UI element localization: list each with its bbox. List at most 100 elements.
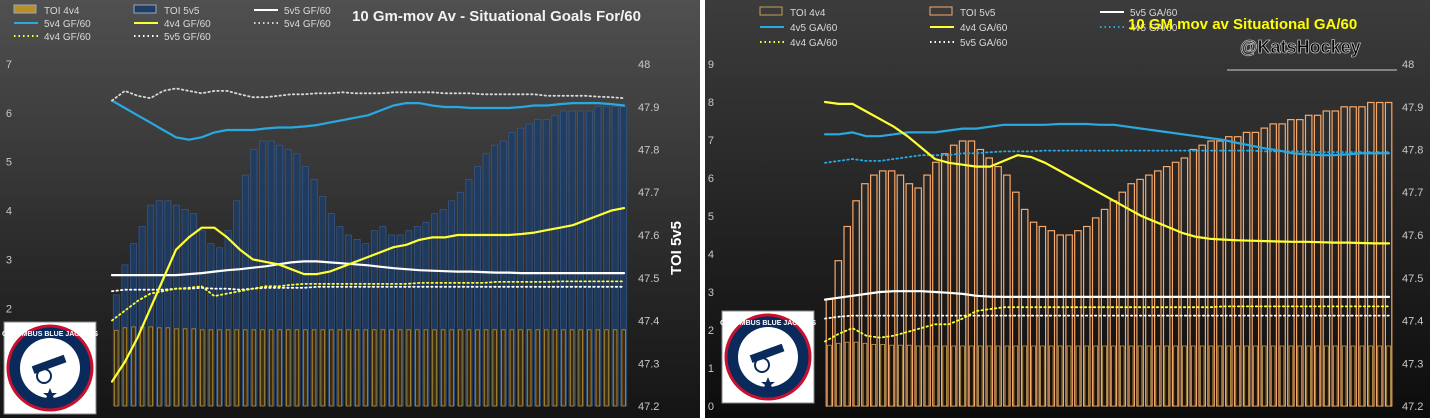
y-tick-label: 3 [6, 254, 12, 266]
toi-4v4-bar [906, 344, 912, 407]
y-tick-label: 4 [708, 249, 714, 261]
toi-4v4-bar [139, 326, 145, 407]
toi-4v4-bar [1253, 345, 1258, 407]
toi-4v4-bar [1324, 345, 1329, 407]
series-line [110, 207, 626, 383]
toi-4v4-bar [1013, 345, 1018, 407]
cannon-wheel-icon [754, 357, 770, 373]
toi-4v4-bar [372, 329, 377, 407]
toi-4v4-bar [234, 329, 239, 407]
ga-y-axis: 0 1 2 3 4 5 6 7 8 9 [708, 59, 714, 413]
logo-text: COLUMBUS BLUE JACKETS [2, 331, 98, 338]
toi-4v4-bar [1235, 345, 1240, 407]
toi-4v4-bar [995, 345, 1001, 407]
toi-4v4-bar [1128, 345, 1134, 407]
series-line [824, 149, 1390, 164]
toi-4v4-bar [458, 329, 463, 407]
y-tick-label: 8 [708, 97, 714, 109]
toi-4v4-bar [208, 329, 214, 407]
legend-label: 4v5 GA/60 [790, 23, 838, 34]
toi-4v4-bar [200, 329, 205, 407]
y2-tick-label: 47.7 [1402, 187, 1423, 199]
y2-tick-label: 47.7 [638, 187, 659, 199]
toi-4v4-bar [1368, 345, 1374, 407]
toi-4v4-bar [415, 329, 420, 407]
toi-4v4-bar [432, 329, 437, 407]
toi-4v4-bar [835, 342, 841, 407]
cannon-wheel-icon [36, 368, 52, 384]
y2-tick-label: 48 [638, 59, 650, 71]
toi-4v4-bar [986, 345, 992, 407]
star-icon [43, 388, 57, 401]
toi-4v4-bar [604, 329, 609, 407]
toi-4v4-bar [1270, 345, 1276, 407]
toi-4v4-bar [509, 329, 515, 407]
toi-4v4-bar [165, 327, 171, 407]
toi-4v4-bar [1040, 345, 1045, 407]
y-tick-label: 5 [6, 157, 12, 169]
gf-y2-axis-title: TOI 5v5 [668, 221, 685, 275]
toi-4v4-bar [612, 329, 618, 407]
toi-4v4-bar [303, 329, 308, 407]
legend-label: 4v4 GA/60 [960, 23, 1008, 34]
series-line [111, 285, 625, 293]
series-line [110, 99, 626, 141]
toi-4v4-bar [898, 344, 903, 407]
toi-4v4-bar [466, 329, 472, 407]
toi-4v4-bar [1137, 345, 1143, 407]
legend-swatch [759, 6, 783, 16]
toi-4v4-bar [277, 329, 282, 407]
toi-4v4-bar [544, 329, 549, 407]
y2-tick-label: 47.8 [638, 145, 659, 157]
y-tick-label: 6 [6, 108, 12, 120]
toi-4v4-bar [1217, 345, 1223, 407]
toi-4v4-bar [535, 329, 540, 407]
toi-4v4-bar [853, 341, 859, 407]
toi-4v4-bar [871, 343, 876, 407]
toi-4v4-bar [174, 328, 179, 407]
y2-tick-label: 47.6 [638, 230, 659, 242]
team-logo: COLUMBUS BLUE JACKETS [2, 321, 98, 415]
legend-label: 4v4 GA/60 [790, 38, 838, 49]
star-icon [761, 377, 775, 390]
ga-legend: TOI 4v4 TOI 5v5 5v5 GA/60 4v5 GA/60 4v4 GA/6… [759, 6, 1178, 49]
y2-tick-label: 47.3 [638, 358, 659, 370]
y-tick-label: 2 [708, 325, 714, 337]
y-tick-label: 3 [708, 287, 714, 299]
ga-y2-axis: 47.2 47.3 47.4 47.5 47.6 47.7 47.8 47.9 48 [1402, 59, 1423, 413]
y2-tick-label: 47.9 [1402, 102, 1423, 114]
series-line [110, 260, 626, 277]
toi-4v4-bar [933, 345, 939, 407]
toi-4v4-bar [862, 342, 868, 407]
toi-4v4-bar [1315, 345, 1320, 407]
series-line [824, 314, 1390, 320]
toi-4v4-bar [286, 329, 291, 407]
toi-4v4-bar [827, 344, 832, 407]
gf-y2-axis: 47.2 47.3 47.4 47.5 47.6 47.7 47.8 47.9 48 [638, 59, 659, 413]
y2-tick-label: 47.3 [1402, 358, 1423, 370]
toi-4v4-bar [518, 329, 523, 407]
legend-label: TOI 5v5 [164, 6, 200, 17]
legend-label: 5v4 GF/60 [44, 19, 91, 30]
toi-4v4-bar [311, 329, 317, 407]
toi-4v4-bar [1031, 345, 1036, 407]
toi-4v4-bar [1297, 345, 1303, 407]
toi-4v4-bar [148, 326, 153, 407]
y-tick-label: 7 [6, 59, 12, 71]
gf-legend: TOI 4v4 TOI 5v5 5v5 GF/60 5v4 GF/60 4v4 GF/6… [13, 4, 331, 43]
toi-4v4-bar [1075, 345, 1081, 407]
series-line [823, 122, 1391, 157]
y2-tick-label: 47.9 [638, 102, 659, 114]
toi-4v4-bar [1288, 345, 1294, 407]
legend-swatch [13, 4, 37, 14]
series-line [823, 290, 1391, 301]
legend-label: 4v5 GA/60 [1130, 23, 1178, 34]
toi-4v4-bar [157, 327, 162, 407]
toi-4v4-bar [552, 329, 558, 407]
toi-4v4-bar [1173, 345, 1178, 407]
toi-4v4-bar [114, 329, 119, 407]
toi-4v4-bar [423, 329, 429, 407]
toi-4v4-bar [587, 329, 592, 407]
